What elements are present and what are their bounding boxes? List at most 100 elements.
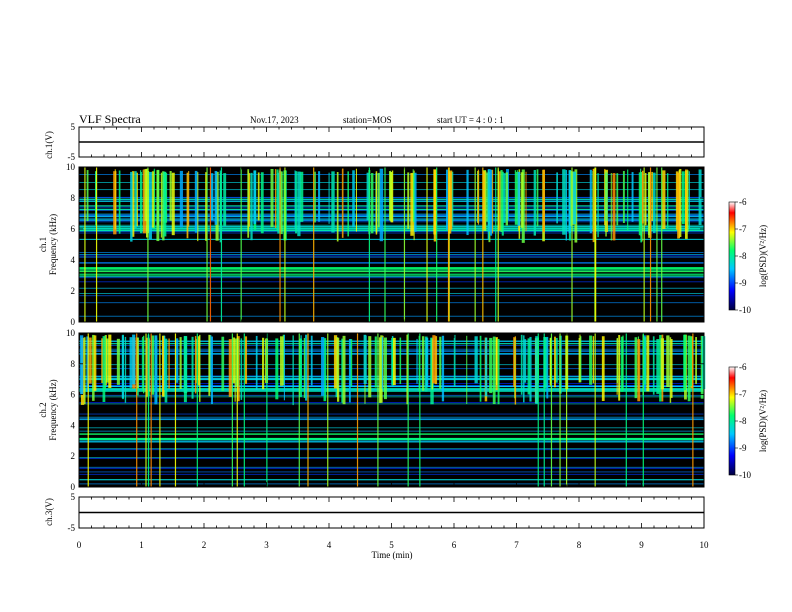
x-tick-label: 7 [514, 540, 519, 550]
spectrogram-spike [477, 169, 479, 225]
spectrogram-spike [336, 337, 340, 402]
spectrogram-spike [299, 338, 302, 397]
spectrogram-sferic [95, 167, 98, 322]
spectrogram-spike [514, 336, 517, 405]
spectrogram-spike [533, 169, 536, 236]
spectrogram-spike [620, 336, 624, 392]
spectrogram-spike [303, 337, 306, 398]
spectrogram-hline [79, 466, 704, 468]
spectrogram-hline [79, 302, 704, 304]
spectrogram-sferic [84, 167, 86, 322]
spectrogram-sferic [298, 333, 300, 487]
emission-band-line [79, 230, 704, 232]
spectrogram-sferic [550, 333, 553, 487]
spectrogram-spike [517, 171, 521, 226]
colorbar-tick-label: -7 [739, 224, 747, 234]
emission-band-line [79, 267, 704, 269]
spectrogram-hline [79, 295, 704, 297]
ch3-voltage-panel: 5 -50 1 2 3 4 5 6 7 8 9 10 [68, 492, 710, 550]
x-tick-label: 0 [77, 540, 82, 550]
spectrogram-spike [441, 335, 445, 402]
spectrogram-spike [453, 334, 456, 387]
spectrogram-spike [501, 171, 504, 236]
x-tick-label: 2 [202, 540, 207, 550]
spectrogram-hline [79, 413, 704, 415]
spectrogram-hline [79, 256, 704, 258]
spectrogram-hline [79, 473, 704, 475]
spectrogram-spike [179, 170, 183, 228]
spectrogram-spike [89, 337, 92, 384]
spectrogram-spike [688, 171, 690, 229]
spectrogram-hline [79, 403, 704, 405]
spectrogram-spike [589, 335, 593, 385]
spectrogram-spike [297, 171, 301, 237]
spectrogram-spike [270, 168, 274, 227]
spectrogram-spike [274, 169, 277, 228]
spectrogram-spike [497, 171, 502, 231]
spectrogram-sferic [384, 167, 386, 322]
spectrogram-spike [375, 171, 378, 235]
spectrogram-spike [197, 172, 199, 242]
spectrogram-spike [164, 338, 168, 403]
spectrogram-spike [659, 335, 662, 402]
spectrogram-spike [399, 337, 402, 385]
spectrogram-spike [104, 335, 106, 390]
spectrogram-spike [262, 337, 265, 390]
spectrogram-spike [604, 168, 606, 226]
spectrogram-spike [687, 170, 689, 232]
spectrogram-sferic [377, 333, 379, 487]
spectrogram-spike [589, 169, 592, 234]
spectrogram-sferic [656, 167, 658, 322]
y-tick-label: 8 [71, 359, 76, 369]
y-tick-label: 10 [66, 162, 76, 172]
spectrogram-spike [191, 336, 194, 399]
spectrogram-spike [612, 173, 616, 241]
spectrogram-spike [348, 338, 351, 403]
spectrogram-hline [79, 277, 704, 279]
ch2-colorbar: -6 -7 -8 -9 -10 log(PSD)(V²/Hz) [728, 362, 768, 480]
spectrogram-sferic [150, 333, 152, 487]
spectrogram-spike [391, 337, 394, 386]
spectrogram-spike [197, 336, 200, 386]
ch1-colorbar: -6 -7 -8 -9 -10 log(PSD)(V²/Hz) [728, 197, 768, 315]
spectrogram-hline [79, 281, 704, 283]
spectrogram-spike [652, 172, 656, 233]
x-tick-label: 1 [139, 540, 144, 550]
spectrogram-spike [554, 336, 556, 388]
spectrogram-spike [610, 172, 612, 241]
spectrogram-sferic [571, 167, 573, 322]
spectrogram-spike [219, 172, 222, 226]
spectrogram-spike [431, 338, 433, 390]
spectrogram-spike [349, 339, 353, 387]
spectrogram-spike [232, 337, 236, 384]
spectrogram-spike [520, 334, 523, 395]
spectrogram-spike [544, 337, 548, 388]
ch1-spectrogram-panel: 0 2 4 6 8 10 ch.1 Frequency (kHz) [38, 162, 705, 327]
spectrogram-ylabel: ch.1 [38, 237, 48, 252]
spectrogram-sferic [482, 167, 484, 322]
spectrogram-hline [79, 430, 704, 432]
y-tick-label: 2 [71, 286, 76, 296]
colorbar-tick-label: -6 [739, 362, 747, 372]
spectrogram-sferic [448, 167, 450, 322]
ch3-voltage-ylabel: ch.3(V) [44, 498, 54, 526]
spectrogram-spike [370, 173, 374, 234]
spectrogram-hline [79, 385, 704, 386]
spectrogram-spike [616, 337, 619, 383]
emission-band-line [79, 268, 704, 270]
spectrogram-sferic [266, 333, 268, 487]
spectrogram-spike [479, 335, 482, 402]
spectrogram-spike [698, 169, 702, 226]
spectrogram-spike [260, 172, 264, 234]
spectrogram-sferic [279, 167, 281, 322]
spectrogram-spike [637, 339, 641, 402]
spectrogram-spike [275, 338, 279, 400]
spectrogram-cells [79, 333, 706, 487]
x-tick-label: 5 [389, 540, 394, 550]
spectrogram-spike [430, 338, 432, 386]
spectrogram-spike [143, 335, 145, 394]
spectrogram-spike [295, 171, 298, 234]
spectrogram-spike [342, 335, 346, 405]
spectrogram-spike [179, 337, 182, 390]
spectrogram-spike [223, 173, 227, 226]
